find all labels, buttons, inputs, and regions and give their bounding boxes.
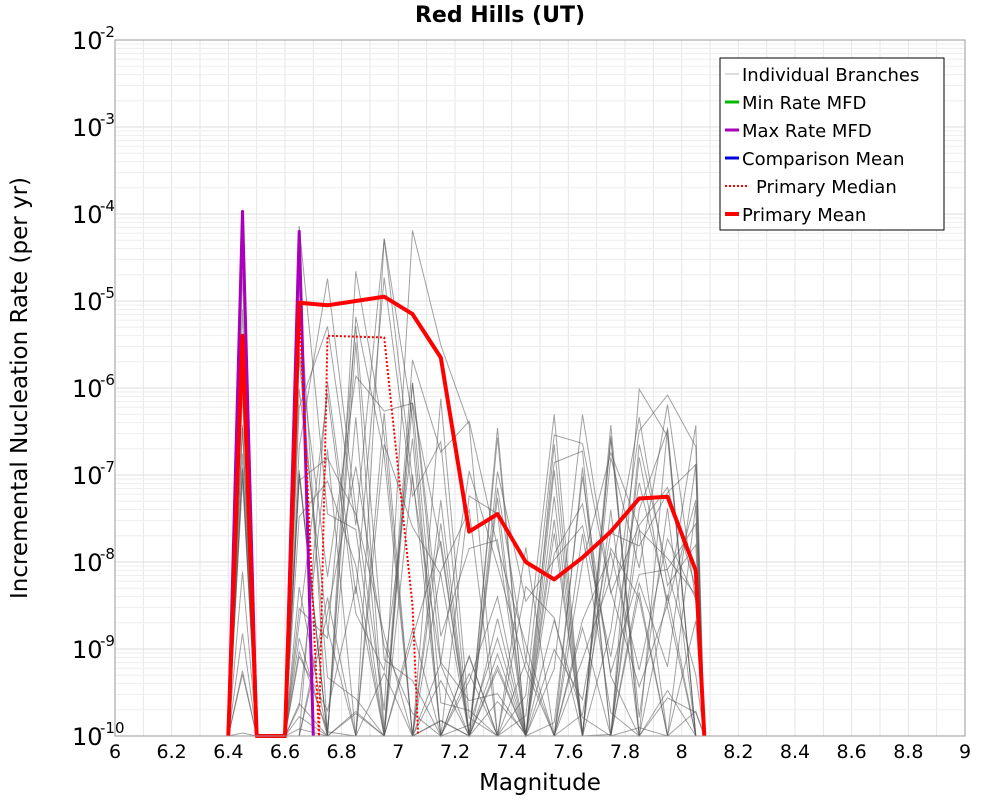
legend-entry: Max Rate MFD xyxy=(725,121,872,142)
x-axis-label: Magnitude xyxy=(479,770,601,796)
y-tick-base: 10 xyxy=(72,114,103,142)
legend-label: Min Rate MFD xyxy=(742,93,866,114)
x-tick-label: 7.8 xyxy=(610,741,640,763)
x-tick-label: 7.2 xyxy=(440,741,470,763)
legend-entry: Primary Mean xyxy=(725,205,866,226)
y-tick: 10-7 xyxy=(72,458,115,490)
y-tick-exponent: -8 xyxy=(100,545,115,563)
x-tick-label: 8.8 xyxy=(893,741,923,763)
y-tick-base: 10 xyxy=(72,723,103,751)
x-tick-label: 6.2 xyxy=(157,741,187,763)
legend: Individual Branches Min Rate MFD Max Rate … xyxy=(719,57,945,231)
y-tick-base: 10 xyxy=(72,201,103,229)
y-tick: 10-5 xyxy=(72,284,115,316)
x-tick-label: 8.6 xyxy=(837,741,867,763)
x-tick-label: 8.2 xyxy=(723,741,753,763)
legend-entry: Individual Branches xyxy=(725,65,919,86)
y-tick-exponent: -3 xyxy=(100,110,115,128)
x-tick-label: 9 xyxy=(959,741,971,763)
y-tick-exponent: -10 xyxy=(100,719,125,737)
legend-label: Individual Branches xyxy=(742,65,919,86)
legend-label: Primary Median xyxy=(756,177,897,198)
y-tick-base: 10 xyxy=(72,636,103,664)
x-ticks: 6 6.2 6.4 6.6 6.8 7 7.2 7.4 7.6 7.8 8 8.2 8.4 8.6 8.8 9 xyxy=(109,741,971,763)
primary-mean-line xyxy=(226,294,707,738)
y-tick-base: 10 xyxy=(72,375,103,403)
x-tick-label: 6.4 xyxy=(213,741,243,763)
y-tick-exponent: -4 xyxy=(100,197,115,215)
y-tick-exponent: -6 xyxy=(100,371,115,389)
y-tick-base: 10 xyxy=(72,549,103,577)
legend-label: Max Rate MFD xyxy=(742,121,872,142)
chart-title: Red Hills (UT) xyxy=(415,3,585,28)
x-tick-label: 6 xyxy=(109,741,121,763)
y-axis-label: Incremental Nucleation Rate (per yr) xyxy=(7,177,33,599)
x-tick-label: 7.6 xyxy=(553,741,583,763)
x-tick-label: 7 xyxy=(392,741,404,763)
y-tick: 10-4 xyxy=(72,197,115,229)
branch-line xyxy=(227,271,705,737)
x-tick-label: 7.4 xyxy=(497,741,527,763)
y-tick-base: 10 xyxy=(72,27,103,55)
y-tick: 10-9 xyxy=(72,632,115,664)
plot-frame xyxy=(114,39,966,737)
x-tick-label: 6.8 xyxy=(327,741,357,763)
branch-line xyxy=(227,375,705,738)
y-tick: 10-8 xyxy=(72,545,115,577)
legend-entry: Comparison Mean xyxy=(725,149,905,170)
y-tick-base: 10 xyxy=(72,462,103,490)
y-tick: 10-10 xyxy=(72,719,125,751)
y-tick: 10-6 xyxy=(72,371,115,403)
y-tick-exponent: -2 xyxy=(100,23,115,41)
x-tick-label: 8 xyxy=(676,741,688,763)
y-tick-exponent: -5 xyxy=(100,284,115,302)
legend-label: Primary Mean xyxy=(742,205,866,226)
legend-entry: Primary Median xyxy=(725,177,897,198)
x-tick-label: 8.4 xyxy=(780,741,810,763)
y-tick: 10-2 xyxy=(72,23,115,55)
y-tick-exponent: -7 xyxy=(100,458,115,476)
x-tick-label: 6.6 xyxy=(270,741,300,763)
y-tick-base: 10 xyxy=(72,288,103,316)
legend-box xyxy=(719,57,945,231)
y-tick: 10-3 xyxy=(72,110,115,142)
y-tick-exponent: -9 xyxy=(100,632,115,650)
legend-entry: Min Rate MFD xyxy=(725,93,866,114)
legend-label: Comparison Mean xyxy=(742,149,905,170)
